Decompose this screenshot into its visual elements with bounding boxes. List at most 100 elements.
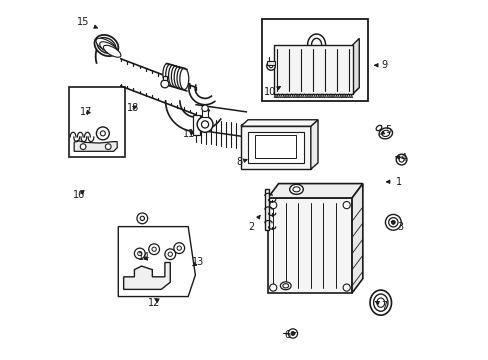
Circle shape — [177, 246, 181, 250]
Polygon shape — [326, 94, 330, 98]
Polygon shape — [310, 120, 317, 169]
Circle shape — [174, 243, 184, 253]
Circle shape — [201, 121, 208, 128]
Text: 11: 11 — [183, 129, 195, 139]
Bar — [192, 116, 200, 135]
Circle shape — [343, 202, 349, 209]
Ellipse shape — [177, 67, 185, 89]
Circle shape — [148, 244, 159, 255]
Circle shape — [395, 154, 406, 165]
Polygon shape — [273, 87, 359, 94]
Polygon shape — [282, 94, 286, 98]
Bar — [273, 45, 352, 94]
Text: 9: 9 — [374, 60, 386, 70]
Polygon shape — [344, 94, 348, 98]
Circle shape — [269, 64, 272, 68]
Circle shape — [164, 249, 175, 260]
Ellipse shape — [100, 42, 119, 55]
Ellipse shape — [375, 125, 381, 131]
Polygon shape — [291, 94, 295, 98]
Ellipse shape — [180, 68, 188, 90]
Bar — [255, 135, 296, 158]
Bar — [163, 76, 167, 80]
Ellipse shape — [163, 63, 171, 85]
Polygon shape — [330, 94, 335, 98]
Polygon shape — [348, 94, 352, 98]
Text: 10: 10 — [264, 86, 280, 97]
Circle shape — [161, 80, 168, 88]
Circle shape — [269, 284, 276, 291]
Ellipse shape — [292, 187, 300, 192]
Polygon shape — [335, 94, 339, 98]
Text: 6: 6 — [284, 330, 296, 340]
Circle shape — [287, 329, 297, 338]
Bar — [261, 19, 367, 101]
Circle shape — [343, 284, 349, 291]
Ellipse shape — [96, 38, 117, 53]
Circle shape — [290, 332, 294, 335]
Bar — [264, 189, 268, 230]
Ellipse shape — [94, 35, 118, 56]
Ellipse shape — [369, 290, 391, 315]
Ellipse shape — [373, 294, 387, 311]
Polygon shape — [267, 198, 351, 293]
Bar — [266, 61, 275, 65]
Polygon shape — [322, 94, 326, 98]
Ellipse shape — [282, 284, 288, 288]
Ellipse shape — [280, 282, 290, 290]
Polygon shape — [273, 94, 278, 98]
Circle shape — [105, 144, 111, 149]
Text: 17: 17 — [80, 107, 92, 117]
Polygon shape — [241, 120, 317, 126]
Text: 15: 15 — [77, 17, 97, 28]
Text: 5: 5 — [380, 125, 390, 135]
Polygon shape — [339, 94, 344, 98]
Text: 18: 18 — [126, 103, 139, 113]
Text: 4: 4 — [395, 153, 407, 163]
Ellipse shape — [378, 128, 392, 139]
Bar — [247, 132, 303, 163]
Circle shape — [168, 252, 172, 256]
Text: 3: 3 — [390, 221, 403, 231]
Polygon shape — [286, 94, 291, 98]
Text: 2: 2 — [248, 215, 260, 231]
Polygon shape — [352, 39, 359, 94]
Text: 8: 8 — [236, 157, 246, 167]
Polygon shape — [317, 94, 322, 98]
Polygon shape — [123, 262, 170, 289]
Circle shape — [140, 216, 144, 221]
Polygon shape — [74, 140, 117, 151]
Ellipse shape — [165, 64, 174, 86]
Polygon shape — [300, 94, 304, 98]
Circle shape — [385, 215, 400, 230]
Bar — [69, 87, 125, 157]
Text: 7: 7 — [375, 301, 386, 311]
Circle shape — [137, 251, 142, 256]
Polygon shape — [304, 94, 308, 98]
Text: 1: 1 — [386, 177, 401, 187]
Text: 14: 14 — [138, 252, 150, 262]
Circle shape — [197, 117, 212, 132]
Circle shape — [96, 127, 109, 140]
Circle shape — [137, 213, 147, 224]
Polygon shape — [118, 226, 195, 297]
Ellipse shape — [103, 45, 121, 57]
Polygon shape — [351, 184, 362, 293]
Circle shape — [391, 221, 394, 224]
Circle shape — [388, 218, 397, 227]
Text: 13: 13 — [191, 257, 203, 267]
Polygon shape — [308, 94, 313, 98]
Text: 16: 16 — [73, 190, 85, 200]
Ellipse shape — [381, 130, 389, 136]
Ellipse shape — [376, 298, 384, 307]
Circle shape — [269, 202, 276, 209]
Circle shape — [80, 144, 86, 149]
Circle shape — [100, 131, 105, 136]
Circle shape — [152, 247, 156, 251]
Circle shape — [202, 105, 208, 112]
Ellipse shape — [97, 37, 116, 53]
Polygon shape — [278, 94, 282, 98]
Bar — [241, 126, 310, 169]
Circle shape — [398, 157, 403, 162]
Ellipse shape — [171, 66, 180, 87]
